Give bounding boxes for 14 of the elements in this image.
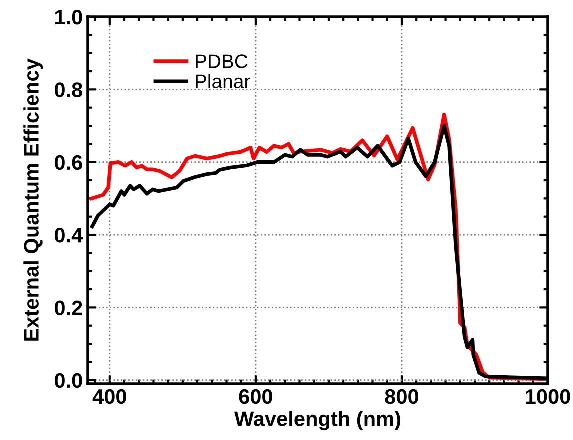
y-tick-label: 0.8 (55, 82, 82, 98)
y-axis-title: External Quantum Efficiency (24, 58, 44, 341)
x-axis-title: Wavelength (nm) (234, 411, 400, 431)
x-tick-label: 800 (385, 389, 418, 404)
y-tick-label: 1.0 (55, 10, 82, 25)
y-tick-label: 0.6 (55, 155, 82, 170)
x-tick-label: 600 (239, 389, 272, 404)
x-tick-label: 1000 (526, 389, 570, 404)
legend-label: Planar (196, 74, 250, 88)
legend-label: PDBC (196, 54, 248, 68)
x-tick-label: 400 (92, 389, 126, 404)
y-tick-label: 0.4 (55, 228, 84, 243)
y-tick-label: 0.0 (55, 373, 82, 388)
y-tick-label: 0.2 (55, 300, 82, 316)
